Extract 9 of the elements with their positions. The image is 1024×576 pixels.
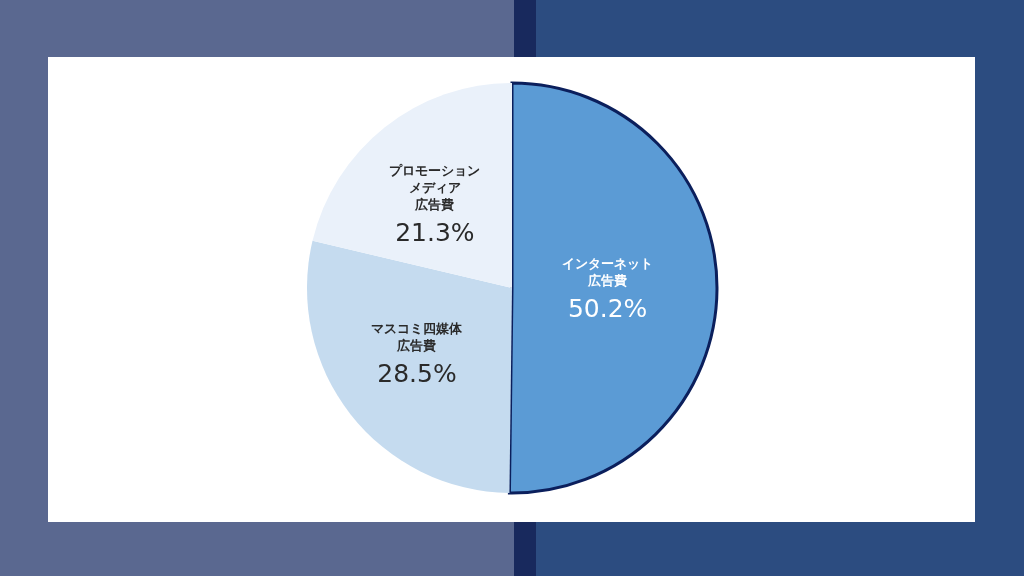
data-label: 28.5% xyxy=(377,358,457,388)
slice-label: プロモーションメディア広告費 xyxy=(389,162,481,212)
data-label: 21.3% xyxy=(395,217,475,247)
slice-label: マスコミ四媒体広告費 xyxy=(371,320,464,353)
data-label: 50.2% xyxy=(567,293,648,323)
slice-label: インターネット広告費 xyxy=(562,255,654,288)
pie-slice xyxy=(507,81,719,495)
pie-slice xyxy=(312,83,512,288)
pie-slice xyxy=(307,240,512,493)
